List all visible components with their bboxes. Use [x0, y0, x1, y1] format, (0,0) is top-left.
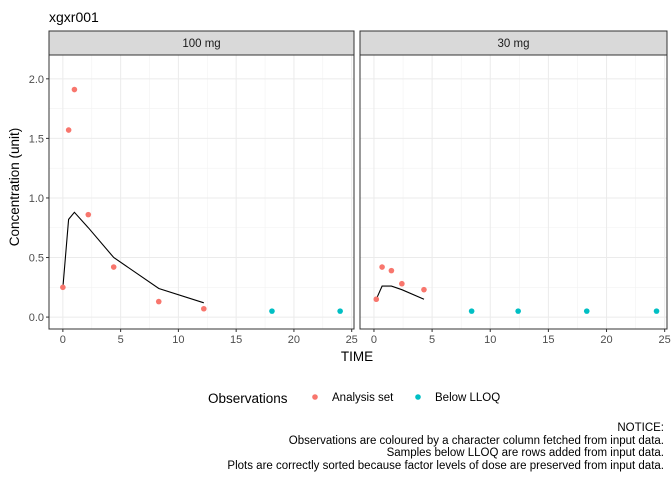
- point-analysis-set: [379, 264, 385, 270]
- notice-caption: NOTICE: Observations are coloured by a c…: [227, 422, 664, 472]
- chart-title: xgxr001: [49, 9, 99, 25]
- point-analysis-set: [388, 267, 395, 274]
- notice-line: NOTICE:: [617, 422, 664, 434]
- y-tick-label: 1.0: [29, 193, 44, 205]
- x-tick-label: 0: [60, 334, 66, 346]
- facet-strip-label: 100 mg: [182, 38, 220, 50]
- notice-line: Plots are correctly sorted because facto…: [227, 459, 664, 472]
- facet-panel-0: 100 mg 0 5 10 15 20 25: [48, 30, 358, 346]
- point-analysis-set: [65, 127, 72, 133]
- point-analysis-set: [60, 284, 66, 291]
- panel-border: [359, 54, 668, 330]
- y-tick-label: 2.0: [29, 74, 44, 86]
- x-tick-label: 5: [429, 334, 435, 346]
- facet-strip: [48, 30, 355, 56]
- y-tick-label: 1.5: [29, 133, 44, 145]
- point-analysis-set: [85, 211, 92, 218]
- notice-line: Samples below LLOQ are rows added from i…: [386, 447, 664, 459]
- legend-key-1: [415, 394, 421, 400]
- x-tick-label: 15: [230, 334, 242, 346]
- point-analysis-set: [399, 280, 405, 287]
- series-line: [375, 285, 425, 300]
- point-below-lloq: [468, 308, 475, 314]
- legend-title: Observations: [208, 391, 288, 406]
- y-tick-label: 0.0: [29, 312, 44, 324]
- x-tick-label: 5: [118, 334, 124, 346]
- point-below-lloq: [269, 308, 275, 314]
- x-tick-label: 15: [542, 334, 554, 346]
- facet-panel-1: 30 mg 0 5 10 15 20 25: [359, 30, 671, 346]
- x-tick-label: 10: [484, 334, 496, 346]
- x-tick-label: 25: [659, 334, 671, 346]
- x-tick-label: 20: [288, 334, 300, 346]
- point-analysis-set: [373, 296, 380, 303]
- x-tick-label: 25: [346, 334, 358, 346]
- y-axis-title: Concentration (unit): [7, 128, 22, 247]
- facet-strip: [359, 30, 668, 56]
- x-tick-label: 0: [371, 334, 377, 346]
- point-analysis-set: [421, 286, 427, 293]
- y-axis: 0.0 0.5 1.0 1.5 2.0: [29, 74, 49, 324]
- point-below-lloq: [337, 308, 343, 314]
- legend-label-0: Analysis set: [332, 392, 394, 404]
- facet-strip-label: 30 mg: [498, 38, 530, 50]
- point-analysis-set: [155, 298, 162, 305]
- notice-line: Observations are coloured by a character…: [288, 434, 664, 447]
- point-below-lloq: [515, 308, 521, 314]
- point-analysis-set: [110, 264, 117, 270]
- legend-label-1: Below LLOQ: [435, 392, 500, 404]
- x-tick-label: 10: [172, 334, 184, 346]
- point-analysis-set: [71, 86, 78, 93]
- point-below-lloq: [583, 308, 590, 314]
- series-line: [62, 211, 204, 304]
- x-tick-label: 20: [600, 334, 612, 346]
- legend-key-0: [312, 394, 318, 400]
- point-analysis-set: [201, 305, 207, 312]
- y-tick-label: 0.5: [29, 253, 44, 265]
- panel-border: [48, 54, 355, 330]
- facet-panels: 100 mg 0 5 10 15 20 25 30 mg 0 5 10 15 20 25: [48, 30, 671, 346]
- point-below-lloq: [653, 308, 660, 314]
- x-axis-title: TIME: [341, 349, 373, 364]
- legend: Observations Analysis set Below LLOQ: [208, 391, 500, 406]
